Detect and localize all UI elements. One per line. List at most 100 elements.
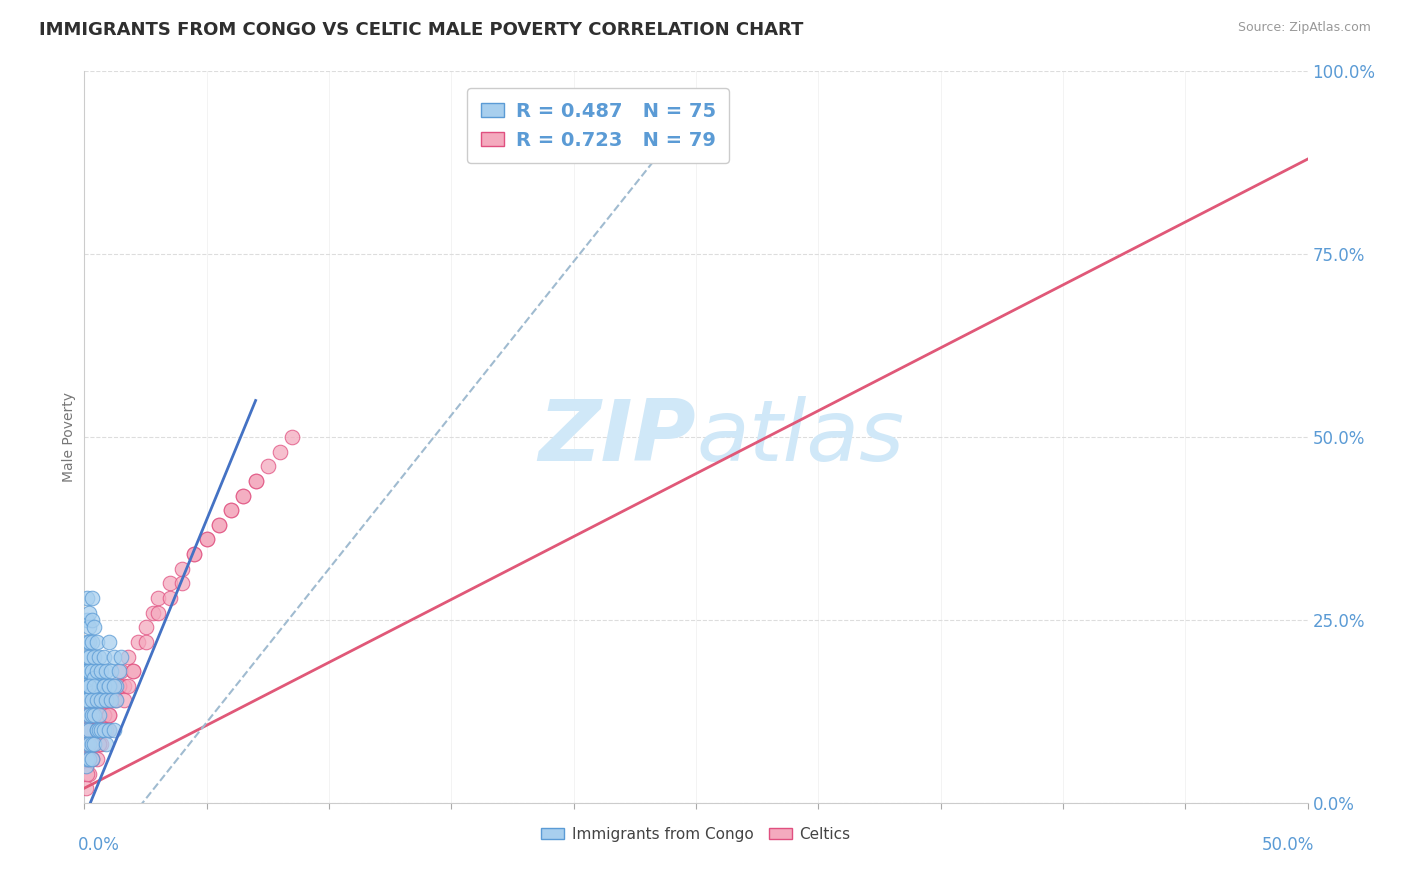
Point — [97, 708, 120, 723]
Point — [80, 723, 103, 737]
Point — [80, 664, 103, 678]
Point — [77, 752, 100, 766]
Point — [110, 649, 132, 664]
Point — [208, 517, 231, 532]
Point — [103, 679, 125, 693]
Point — [76, 693, 98, 707]
Point — [110, 664, 132, 678]
Point — [103, 649, 125, 664]
Point — [107, 679, 129, 693]
Point — [172, 576, 194, 591]
Point — [100, 664, 122, 678]
Point — [77, 737, 100, 751]
Point — [80, 591, 103, 605]
Point — [159, 576, 181, 591]
Y-axis label: Male Poverty: Male Poverty — [62, 392, 76, 482]
Point — [76, 693, 98, 707]
Point — [87, 649, 110, 664]
Point — [122, 664, 145, 678]
Text: Source: ZipAtlas.com: Source: ZipAtlas.com — [1237, 21, 1371, 35]
Point — [76, 708, 98, 723]
Point — [105, 693, 128, 707]
Point — [96, 723, 118, 737]
Legend: Immigrants from Congo, Celtics: Immigrants from Congo, Celtics — [536, 821, 856, 847]
Point — [112, 693, 135, 707]
Point — [90, 693, 112, 707]
Text: ZIP: ZIP — [538, 395, 696, 479]
Point — [86, 723, 108, 737]
Point — [76, 752, 98, 766]
Point — [80, 693, 103, 707]
Point — [142, 606, 165, 620]
Point — [83, 693, 105, 707]
Point — [76, 613, 98, 627]
Point — [80, 752, 103, 766]
Point — [80, 752, 103, 766]
Point — [90, 723, 112, 737]
Point — [77, 649, 100, 664]
Point — [245, 474, 267, 488]
Point — [77, 708, 100, 723]
Point — [75, 759, 97, 773]
Point — [100, 693, 122, 707]
Point — [80, 613, 103, 627]
Point — [75, 759, 97, 773]
Point — [93, 679, 115, 693]
Point — [93, 708, 115, 723]
Point — [75, 723, 97, 737]
Point — [83, 708, 105, 723]
Point — [90, 737, 112, 751]
Point — [281, 430, 304, 444]
Point — [90, 693, 112, 707]
Point — [86, 635, 108, 649]
Point — [97, 708, 120, 723]
Point — [80, 708, 103, 723]
Point — [77, 620, 100, 634]
Point — [83, 737, 105, 751]
Point — [76, 737, 98, 751]
Point — [77, 664, 100, 678]
Point — [97, 679, 120, 693]
Point — [77, 737, 100, 751]
Point — [93, 679, 115, 693]
Point — [127, 635, 149, 649]
Text: IMMIGRANTS FROM CONGO VS CELTIC MALE POVERTY CORRELATION CHART: IMMIGRANTS FROM CONGO VS CELTIC MALE POV… — [39, 21, 804, 39]
Point — [97, 723, 120, 737]
Point — [96, 693, 118, 707]
Point — [219, 503, 242, 517]
Point — [87, 737, 110, 751]
Point — [96, 737, 118, 751]
Point — [83, 737, 105, 751]
Point — [257, 459, 280, 474]
Point — [105, 693, 128, 707]
Point — [77, 679, 100, 693]
Point — [83, 708, 105, 723]
Point — [269, 444, 291, 458]
Point — [86, 723, 108, 737]
Point — [146, 591, 169, 605]
Point — [83, 737, 105, 751]
Point — [105, 679, 128, 693]
Point — [76, 664, 98, 678]
Point — [76, 679, 98, 693]
Point — [195, 533, 218, 547]
Point — [97, 679, 120, 693]
Point — [75, 664, 97, 678]
Point — [77, 679, 100, 693]
Point — [103, 693, 125, 707]
Point — [83, 679, 105, 693]
Point — [76, 591, 98, 605]
Point — [90, 723, 112, 737]
Point — [117, 679, 139, 693]
Point — [146, 606, 169, 620]
Point — [195, 533, 218, 547]
Point — [83, 649, 105, 664]
Point — [76, 766, 98, 780]
Point — [77, 752, 100, 766]
Point — [107, 664, 129, 678]
Point — [86, 693, 108, 707]
Point — [117, 649, 139, 664]
Point — [76, 708, 98, 723]
Point — [80, 686, 103, 700]
Point — [77, 708, 100, 723]
